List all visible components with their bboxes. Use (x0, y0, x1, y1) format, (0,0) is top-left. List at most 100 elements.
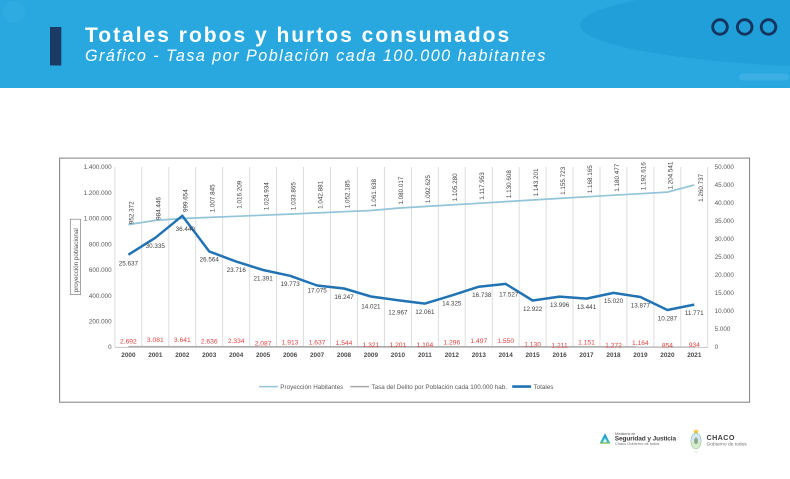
svg-text:19.773: 19.773 (280, 281, 300, 288)
svg-text:1.155.723: 1.155.723 (560, 166, 567, 195)
svg-text:0: 0 (715, 344, 719, 351)
svg-text:0: 0 (108, 344, 112, 351)
svg-text:Tasa del Delito por Población: Tasa del Delito por Población cada 100.0… (372, 384, 508, 391)
svg-text:1.400.000: 1.400.000 (84, 164, 113, 171)
svg-text:1.016.209: 1.016.209 (237, 180, 244, 209)
svg-text:1.260.737: 1.260.737 (698, 173, 705, 202)
svg-text:2007: 2007 (310, 352, 325, 359)
svg-text:400.000: 400.000 (89, 293, 112, 300)
svg-text:2016: 2016 (552, 352, 567, 359)
svg-text:934: 934 (689, 342, 700, 349)
svg-text:1.080.017: 1.080.017 (398, 176, 405, 205)
svg-text:12.061: 12.061 (415, 309, 435, 316)
svg-text:1.201: 1.201 (390, 342, 407, 349)
svg-text:2012: 2012 (445, 352, 460, 359)
svg-text:952.372: 952.372 (129, 201, 136, 224)
svg-text:2000: 2000 (121, 352, 136, 359)
svg-text:2013: 2013 (472, 352, 487, 359)
svg-text:14.325: 14.325 (442, 301, 462, 308)
svg-text:1.104: 1.104 (417, 342, 434, 349)
svg-text:2019: 2019 (633, 352, 648, 359)
svg-text:1.211: 1.211 (551, 342, 568, 349)
svg-text:13.877: 13.877 (631, 302, 651, 309)
svg-text:25.637: 25.637 (119, 260, 139, 267)
svg-text:1.024.934: 1.024.934 (263, 182, 270, 211)
svg-text:2008: 2008 (337, 352, 352, 359)
svg-text:1.296: 1.296 (443, 339, 460, 346)
svg-text:1.151: 1.151 (578, 339, 595, 346)
svg-text:40.000: 40.000 (715, 200, 735, 207)
svg-text:2002: 2002 (175, 352, 190, 359)
svg-text:1.913: 1.913 (282, 339, 299, 346)
svg-text:1.164: 1.164 (632, 340, 649, 347)
svg-text:1.544: 1.544 (336, 340, 353, 347)
svg-text:1.061.638: 1.061.638 (371, 178, 378, 207)
svg-text:2010: 2010 (391, 352, 406, 359)
svg-text:2009: 2009 (364, 352, 379, 359)
svg-text:2.692: 2.692 (120, 338, 137, 345)
svg-text:200.000: 200.000 (89, 319, 112, 326)
svg-text:3.081: 3.081 (147, 337, 164, 344)
svg-text:2.636: 2.636 (201, 338, 218, 345)
svg-text:2018: 2018 (606, 352, 621, 359)
svg-text:1.321: 1.321 (363, 342, 380, 349)
svg-text:2015: 2015 (525, 352, 540, 359)
svg-text:2014: 2014 (499, 352, 514, 359)
svg-text:15.000: 15.000 (715, 290, 735, 297)
svg-text:10.287: 10.287 (658, 315, 678, 322)
svg-text:1.637: 1.637 (309, 339, 326, 346)
svg-text:2.087: 2.087 (255, 340, 272, 347)
svg-text:1.042.881: 1.042.881 (317, 180, 324, 209)
svg-text:13.441: 13.441 (577, 304, 597, 311)
svg-text:23.716: 23.716 (227, 267, 247, 274)
svg-text:1.000.000: 1.000.000 (84, 216, 113, 223)
svg-text:Ministerio de: Ministerio de (615, 432, 635, 436)
svg-text:36.440: 36.440 (176, 226, 196, 233)
svg-text:17.075: 17.075 (307, 288, 327, 295)
svg-text:2005: 2005 (256, 352, 271, 359)
svg-text:14.021: 14.021 (361, 303, 381, 310)
svg-text:2020: 2020 (660, 352, 675, 359)
svg-text:20.000: 20.000 (715, 272, 735, 279)
svg-text:1.192.616: 1.192.616 (641, 162, 648, 191)
svg-text:Chaco Gobierno de todos: Chaco Gobierno de todos (615, 441, 659, 446)
svg-text:1.180.477: 1.180.477 (614, 163, 621, 192)
svg-text:999.654: 999.654 (183, 189, 190, 212)
svg-text:1.052.185: 1.052.185 (344, 180, 351, 209)
svg-text:Gobierno de todos: Gobierno de todos (707, 442, 748, 448)
svg-text:3.641: 3.641 (174, 337, 191, 344)
svg-text:2006: 2006 (283, 352, 298, 359)
svg-text:12.922: 12.922 (523, 306, 543, 313)
svg-text:10.000: 10.000 (715, 308, 735, 315)
svg-text:1.092.625: 1.092.625 (425, 175, 432, 204)
svg-text:12.967: 12.967 (388, 309, 408, 316)
svg-text:1.130: 1.130 (524, 341, 541, 348)
svg-text:30.335: 30.335 (146, 243, 166, 250)
svg-text:16.738: 16.738 (472, 292, 492, 299)
svg-text:15.020: 15.020 (604, 298, 624, 305)
svg-text:2001: 2001 (148, 352, 163, 359)
svg-text:21.391: 21.391 (253, 275, 273, 282)
svg-text:CHACO: CHACO (707, 433, 735, 442)
svg-text:45.000: 45.000 (715, 182, 735, 189)
svg-text:Seguridad y Justicia: Seguridad y Justicia (615, 435, 677, 442)
svg-text:50.000: 50.000 (715, 164, 735, 171)
svg-text:1.105.280: 1.105.280 (452, 173, 459, 202)
svg-text:1.550: 1.550 (497, 338, 514, 345)
svg-text:11.771: 11.771 (685, 310, 704, 317)
svg-text:13.996: 13.996 (550, 302, 570, 309)
svg-text:1.130.608: 1.130.608 (506, 170, 513, 199)
svg-text:800.000: 800.000 (89, 241, 112, 248)
svg-text:1.117.953: 1.117.953 (479, 172, 486, 200)
svg-text:2017: 2017 (579, 352, 594, 359)
svg-text:984.446: 984.446 (156, 197, 163, 220)
svg-text:1.204.541: 1.204.541 (668, 161, 675, 190)
svg-text:2.334: 2.334 (228, 338, 245, 345)
svg-text:Totales: Totales (534, 384, 554, 391)
svg-text:26.564: 26.564 (200, 257, 220, 264)
svg-text:2021: 2021 (687, 352, 702, 359)
svg-text:1.168.165: 1.168.165 (587, 165, 594, 194)
svg-text:854: 854 (662, 342, 673, 349)
svg-text:1.143.201: 1.143.201 (533, 168, 540, 197)
svg-text:600.000: 600.000 (89, 267, 112, 274)
